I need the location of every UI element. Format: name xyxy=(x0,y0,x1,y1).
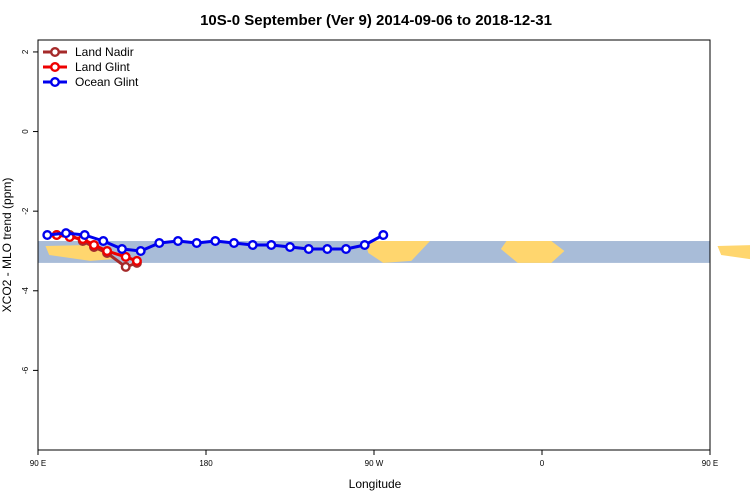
x-tick-label: 0 xyxy=(540,459,545,468)
land-mass xyxy=(500,241,565,263)
y-axis: 2 0 -2 -4 -6 xyxy=(21,49,38,374)
legend-marker xyxy=(50,62,61,73)
legend-label: Land Glint xyxy=(75,60,130,74)
chart-title: 10S-0 September (Ver 9) 2014-09-06 to 20… xyxy=(200,12,552,29)
data-point-ocean-glint xyxy=(341,243,352,254)
data-point-ocean-glint xyxy=(154,237,165,248)
data-point-ocean-glint xyxy=(61,228,72,239)
y-tick-label: -2 xyxy=(21,207,30,215)
land-mass xyxy=(364,241,430,263)
data-point-ocean-glint xyxy=(378,229,389,240)
legend-marker xyxy=(50,47,61,58)
data-point-ocean-glint xyxy=(247,239,258,250)
legend-item-land-glint: Land Glint xyxy=(43,60,130,74)
data-point-ocean-glint xyxy=(303,243,314,254)
x-axis: 90 E 180 90 W 0 90 E xyxy=(30,450,718,468)
land-mass xyxy=(45,245,117,261)
series-layer xyxy=(42,228,389,272)
y-tick-label: -4 xyxy=(21,287,30,295)
legend-label: Land Nadir xyxy=(75,45,134,59)
data-point-ocean-glint xyxy=(228,237,239,248)
data-point-ocean-glint xyxy=(191,237,202,248)
land-mass xyxy=(717,245,750,260)
y-tick-label: 0 xyxy=(21,129,30,134)
y-tick-label: -6 xyxy=(21,366,30,374)
data-point-ocean-glint xyxy=(116,243,127,254)
data-point-ocean-glint xyxy=(285,241,296,252)
data-point-ocean-glint xyxy=(79,229,90,240)
data-point-land-glint xyxy=(120,251,131,262)
data-point-ocean-glint xyxy=(98,235,109,246)
data-point-land-nadir xyxy=(120,261,131,272)
legend-item-land-nadir: Land Nadir xyxy=(43,45,134,59)
x-tick-label: 90 E xyxy=(30,459,46,468)
legend-marker xyxy=(50,76,61,87)
x-tick-label: 180 xyxy=(199,459,213,468)
data-point-ocean-glint xyxy=(172,235,183,246)
background-map xyxy=(38,241,750,263)
data-point-ocean-glint xyxy=(210,235,221,246)
legend-item-ocean-glint: Ocean Glint xyxy=(43,75,139,89)
legend-label: Ocean Glint xyxy=(75,75,139,89)
data-point-ocean-glint xyxy=(135,245,146,256)
data-point-ocean-glint xyxy=(359,239,370,250)
data-point-ocean-glint xyxy=(266,239,277,250)
y-tick-label: 2 xyxy=(21,49,30,54)
x-tick-label: 90 E xyxy=(702,459,718,468)
series-ocean-glint xyxy=(42,228,389,256)
data-point-land-glint xyxy=(131,255,142,266)
data-point-land-glint xyxy=(88,239,99,250)
x-axis-label: Longitude xyxy=(349,477,402,491)
data-point-ocean-glint xyxy=(42,229,53,240)
y-axis-label: XCO2 - MLO trend (ppm) xyxy=(0,178,14,313)
data-point-ocean-glint xyxy=(322,243,333,254)
x-tick-label: 90 W xyxy=(365,459,384,468)
data-point-land-glint xyxy=(102,245,113,256)
